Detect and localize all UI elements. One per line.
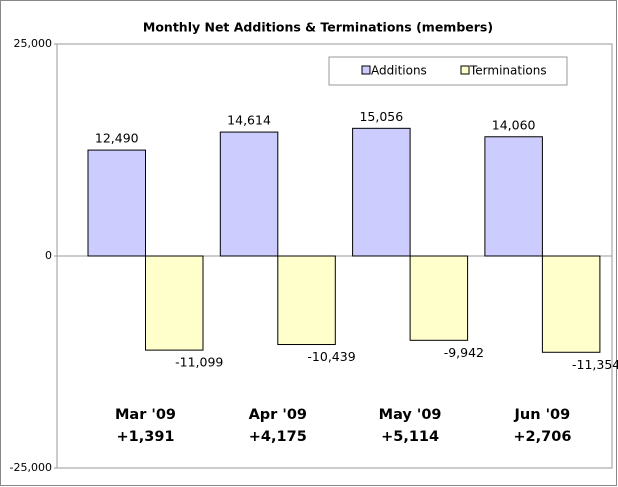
data-label: -10,439 bbox=[307, 349, 355, 364]
bar bbox=[541, 255, 601, 353]
y-tick-label: 0 bbox=[45, 249, 52, 262]
data-label: 14,060 bbox=[492, 117, 536, 132]
annotation: +1,391 bbox=[116, 429, 174, 445]
legend-swatch bbox=[460, 65, 470, 75]
bar bbox=[87, 149, 146, 257]
x-tick-label: Apr '09 bbox=[249, 407, 307, 423]
bar bbox=[352, 127, 411, 257]
data-label: -11,354 bbox=[572, 357, 618, 372]
legend-label: Terminations bbox=[469, 64, 547, 78]
legend-label: Additions bbox=[371, 64, 427, 78]
y-tick-label: 25,000 bbox=[14, 37, 53, 50]
annotation: +2,706 bbox=[513, 429, 571, 445]
data-label: 12,490 bbox=[95, 131, 139, 146]
bar bbox=[277, 255, 336, 346]
bar bbox=[145, 255, 204, 351]
annotation: +4,175 bbox=[249, 429, 307, 445]
x-tick-label: Mar '09 bbox=[115, 407, 176, 423]
y-tick-label: -25,000 bbox=[10, 461, 52, 474]
bar bbox=[409, 255, 469, 341]
data-label: 15,056 bbox=[359, 109, 403, 124]
legend-swatch bbox=[361, 65, 371, 75]
x-tick-label: May '09 bbox=[379, 407, 442, 423]
bar bbox=[219, 131, 279, 257]
data-label: 14,614 bbox=[227, 113, 271, 128]
chart-title: Monthly Net Additions & Terminations (me… bbox=[143, 20, 493, 35]
annotation: +5,114 bbox=[381, 429, 439, 445]
bar bbox=[484, 136, 543, 257]
data-label: -11,099 bbox=[175, 355, 223, 370]
data-label: -9,942 bbox=[444, 345, 484, 360]
x-tick-label: Jun '09 bbox=[514, 407, 571, 423]
